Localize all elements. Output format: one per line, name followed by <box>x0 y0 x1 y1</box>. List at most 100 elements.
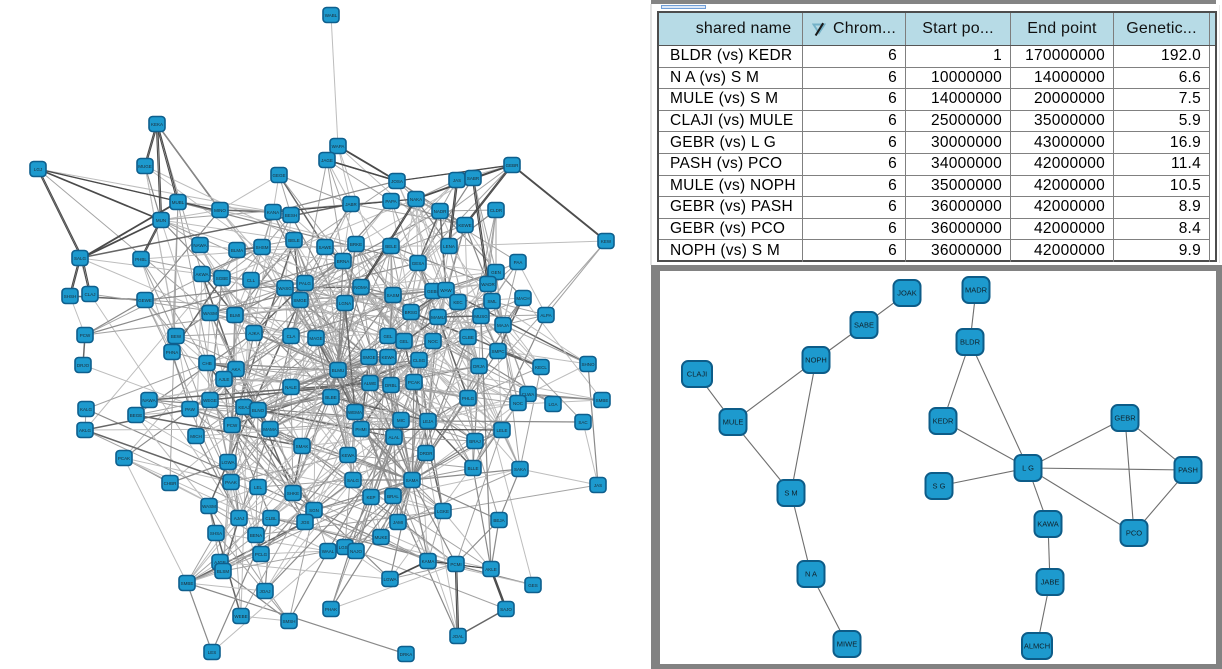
svg-text:SMAK: SMAK <box>296 444 309 449</box>
svg-text:SHKE: SHKE <box>287 491 299 496</box>
svg-text:BRAJ: BRAJ <box>469 439 481 444</box>
svg-text:LENA: LENA <box>443 244 455 249</box>
svg-text:SALG: SALG <box>347 478 360 483</box>
svg-text:LELE: LELE <box>496 428 507 433</box>
svg-text:PASH: PASH <box>1178 465 1198 474</box>
svg-text:PALG: PALG <box>299 281 311 286</box>
svg-text:CLDR: CLDR <box>490 208 503 213</box>
svg-text:JAS: JAS <box>594 483 602 488</box>
svg-text:CLL: CLL <box>247 278 256 283</box>
svg-text:MUSG: MUSG <box>474 314 488 319</box>
svg-text:DRBL: DRBL <box>385 383 398 388</box>
svg-text:SMBE: SMBE <box>181 581 194 586</box>
svg-text:NOPH: NOPH <box>805 355 827 364</box>
svg-text:KEP: KEP <box>366 495 375 500</box>
svg-text:NOC: NOC <box>428 339 439 344</box>
svg-text:L G: L G <box>1022 463 1034 472</box>
svg-text:SMBE: SMBE <box>596 398 609 403</box>
svg-text:AJGE: AJGE <box>214 560 226 565</box>
svg-text:GEBR: GEBR <box>1114 413 1136 422</box>
svg-text:PHBL: PHBL <box>135 257 147 262</box>
svg-text:BRAL: BRAL <box>387 494 399 499</box>
svg-text:PAA: PAA <box>514 260 523 265</box>
svg-text:PCMI: PCMI <box>450 562 461 567</box>
svg-text:GEN: GEN <box>491 270 501 275</box>
svg-text:JOSA: JOSA <box>391 179 403 184</box>
svg-text:BLMA: BLMA <box>231 248 243 253</box>
svg-text:SAMA: SAMA <box>406 478 419 483</box>
svg-text:KALG: KALG <box>80 407 93 412</box>
svg-text:MAMU: MAMU <box>431 315 445 320</box>
svg-text:AKLG: AKLG <box>79 428 92 433</box>
svg-text:BLNO: BLNO <box>252 408 265 413</box>
svg-text:LGWA: LGWA <box>221 460 234 465</box>
svg-text:MADR: MADR <box>965 285 988 294</box>
svg-text:PCLG: PCLG <box>255 552 268 557</box>
svg-text:CHBR: CHBR <box>164 481 178 486</box>
svg-text:MACH: MACH <box>516 296 529 301</box>
svg-text:JOAL: JOAL <box>452 634 464 639</box>
svg-text:WASM: WASM <box>203 311 217 316</box>
svg-text:KEC: KEC <box>453 300 463 305</box>
svg-text:BLSM: BLSM <box>217 569 230 574</box>
svg-text:BRNA: BRNA <box>337 259 350 264</box>
svg-text:BRKE: BRKE <box>350 242 362 247</box>
svg-text:KAMA: KAMA <box>422 559 435 564</box>
svg-text:LGWA: LGWA <box>383 577 396 582</box>
svg-text:N A: N A <box>805 569 817 578</box>
svg-text:SHSH: SHSH <box>64 294 77 299</box>
svg-text:SHSM: SHSM <box>255 245 268 250</box>
svg-text:MAMA: MAMA <box>263 427 277 432</box>
svg-text:BLDR: BLDR <box>960 337 981 346</box>
svg-text:NADR: NADR <box>434 209 448 214</box>
svg-text:BLBE: BLBE <box>325 395 337 400</box>
svg-text:WADR: WADR <box>481 282 495 287</box>
svg-text:PHNA: PHNA <box>166 350 179 355</box>
svg-text:KEWA: KEWA <box>381 355 394 360</box>
svg-text:PHLG: PHLG <box>462 396 475 401</box>
svg-text:AKA: AKA <box>231 367 240 372</box>
svg-text:SAC: SAC <box>578 420 588 425</box>
svg-text:CLAJ: CLAJ <box>84 292 95 297</box>
svg-text:BEW: BEW <box>171 334 182 339</box>
svg-text:PCO: PCO <box>1126 528 1142 537</box>
svg-text:BEJA: BEJA <box>493 518 504 523</box>
svg-text:JOS: JOS <box>301 520 310 525</box>
svg-text:SAWE: SAWE <box>318 245 331 250</box>
svg-text:AKWA: AKWA <box>195 272 208 277</box>
svg-text:JABR: JABR <box>345 202 357 207</box>
svg-text:DRJO: DRJO <box>77 363 90 368</box>
svg-text:DRJA: DRJA <box>473 364 485 369</box>
svg-text:LES: LES <box>208 650 217 655</box>
svg-text:ALWE: ALWE <box>364 381 376 386</box>
svg-text:GEGE: GEGE <box>272 173 285 178</box>
svg-text:MUGE: MUGE <box>138 164 152 169</box>
svg-text:BELE: BELE <box>385 244 397 249</box>
svg-text:BEGE: BEGE <box>130 413 143 418</box>
svg-text:KANA: KANA <box>267 210 279 215</box>
svg-text:PAW: PAW <box>185 407 196 412</box>
svg-text:MICH: MICH <box>190 434 202 439</box>
svg-text:SGN: SGN <box>309 508 319 513</box>
svg-text:KEWE: KEWE <box>458 223 471 228</box>
svg-text:LGNA: LGNA <box>339 301 351 306</box>
svg-text:PAAK: PAAK <box>225 480 237 485</box>
svg-text:WAAL: WAAL <box>322 549 335 554</box>
svg-text:SAJO: SAJO <box>500 607 512 612</box>
svg-text:AJLE: AJLE <box>219 377 230 382</box>
svg-text:CLAJI: CLAJI <box>687 369 707 378</box>
svg-text:GESA: GESA <box>412 261 425 266</box>
svg-text:CLSG: CLSG <box>413 358 426 363</box>
svg-text:PCW: PCW <box>80 333 91 338</box>
svg-text:KEW: KEW <box>601 239 612 244</box>
svg-text:SASM: SASM <box>387 293 400 298</box>
svg-text:JAS: JAS <box>453 178 461 183</box>
svg-text:NALE: NALE <box>285 385 297 390</box>
svg-text:WEGE: WEGE <box>203 398 217 403</box>
svg-text:SMGE: SMGE <box>362 355 375 360</box>
svg-text:MAJA: MAJA <box>497 323 509 328</box>
svg-text:MINO: MINO <box>214 208 226 213</box>
svg-text:SALG: SALG <box>74 256 87 261</box>
svg-text:CLWA: CLWA <box>522 392 535 397</box>
svg-text:MAGE: MAGE <box>309 336 322 341</box>
